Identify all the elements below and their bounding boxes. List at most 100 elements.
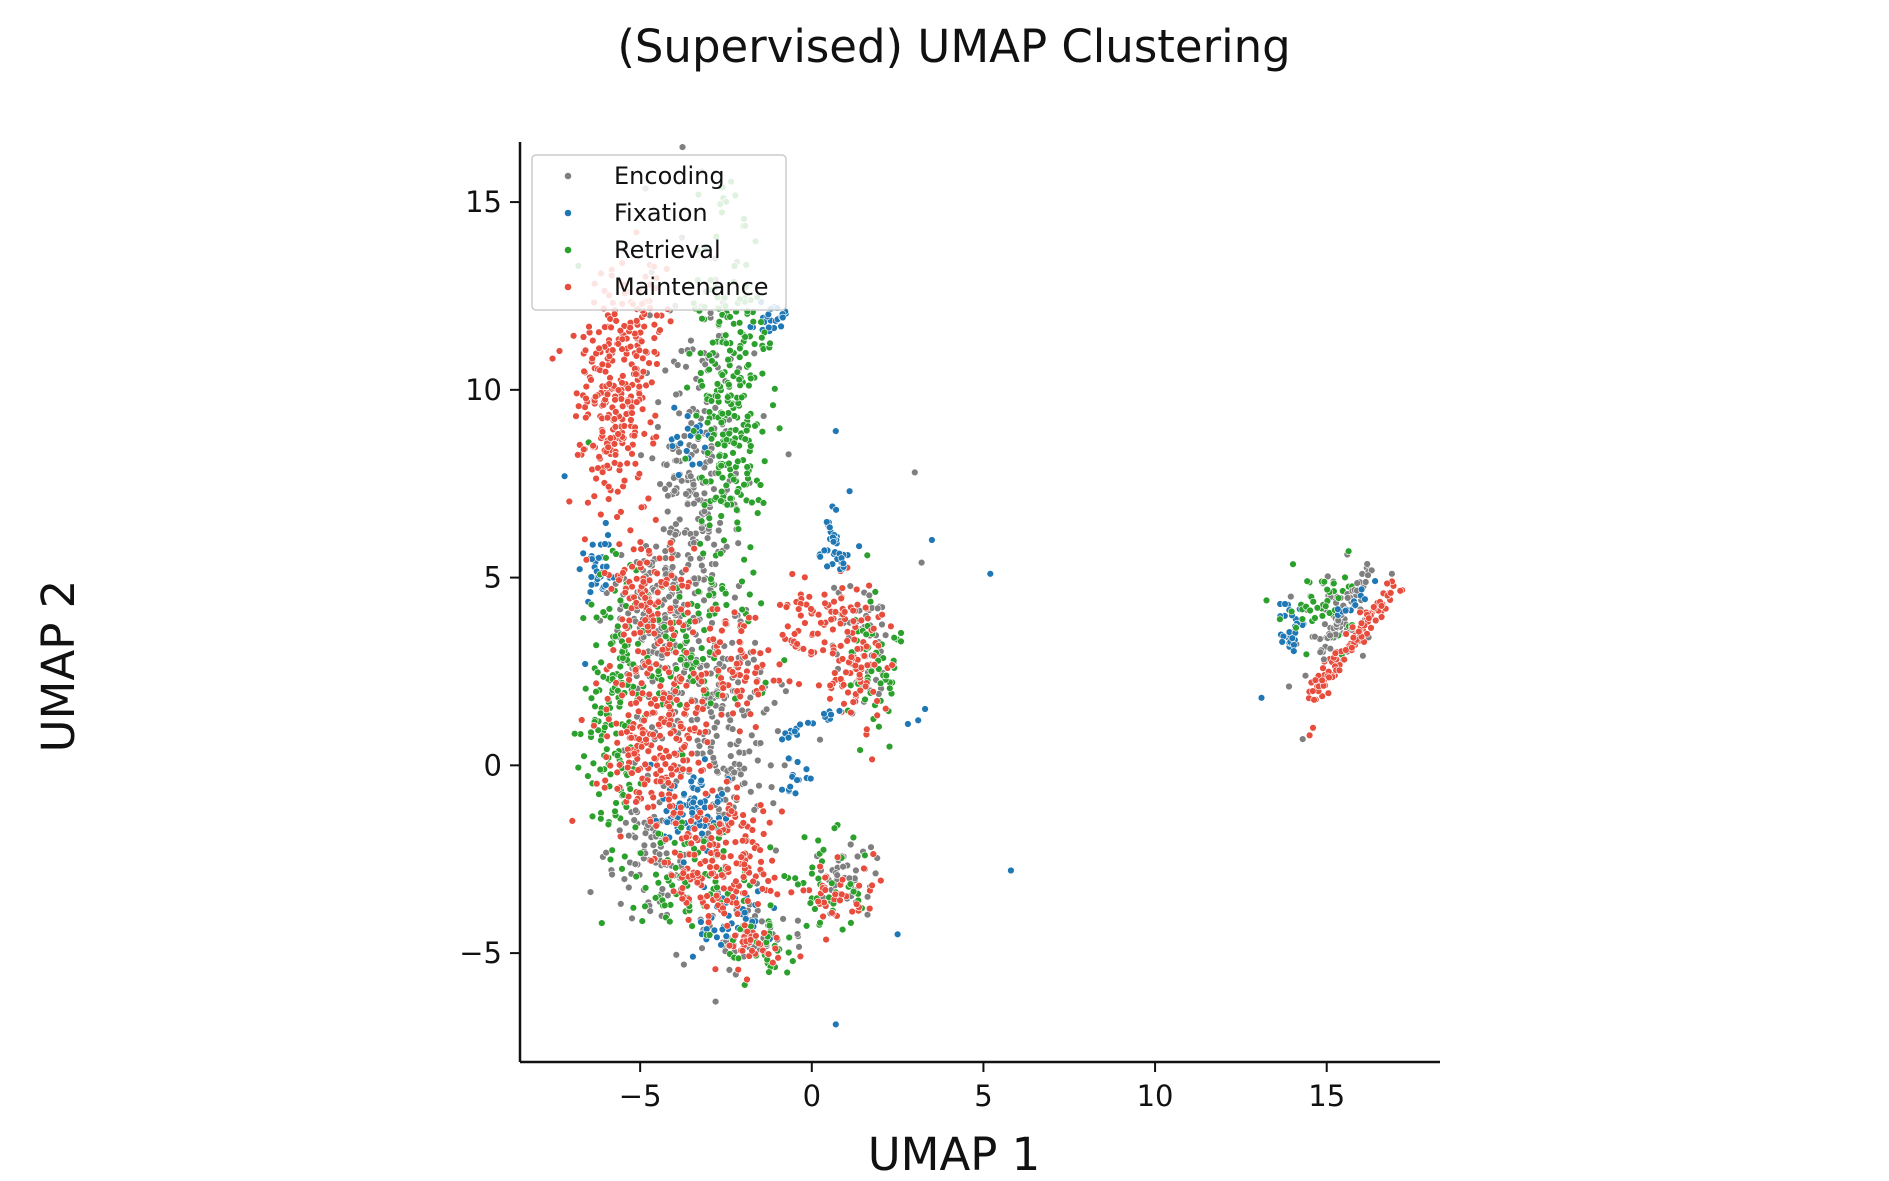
point-encoding <box>698 944 706 952</box>
point-retrieval <box>697 517 706 525</box>
point-maintenance <box>693 869 702 877</box>
point-maintenance <box>856 686 864 695</box>
point-fixation <box>682 447 691 455</box>
point-retrieval <box>589 759 598 767</box>
point-maintenance <box>842 668 850 676</box>
point-maintenance <box>632 370 640 378</box>
point-maintenance <box>861 682 870 691</box>
point-maintenance <box>628 582 636 591</box>
point-encoding <box>706 457 714 465</box>
point-encoding <box>695 742 704 750</box>
point-encoding <box>1301 671 1310 680</box>
point-retrieval <box>619 654 627 662</box>
point-maintenance <box>869 850 877 858</box>
point-retrieval <box>731 426 740 434</box>
point-maintenance <box>645 690 653 698</box>
point-fixation <box>784 754 793 763</box>
point-retrieval <box>885 742 894 751</box>
point-maintenance <box>630 432 638 440</box>
point-encoding <box>1363 560 1371 568</box>
point-maintenance <box>667 554 676 563</box>
point-maintenance <box>754 690 762 699</box>
point-maintenance <box>764 877 772 885</box>
point-encoding <box>661 547 669 555</box>
point-encoding <box>867 843 875 851</box>
point-fixation <box>791 789 800 797</box>
point-maintenance <box>855 670 864 679</box>
point-maintenance <box>600 569 609 577</box>
point-maintenance <box>711 965 720 973</box>
point-maintenance <box>701 816 710 824</box>
point-maintenance <box>667 871 676 880</box>
point-encoding <box>710 723 719 732</box>
point-retrieval <box>612 799 620 807</box>
point-maintenance <box>726 852 735 860</box>
point-maintenance <box>667 571 676 580</box>
point-maintenance <box>768 856 776 865</box>
point-encoding <box>762 705 771 713</box>
point-retrieval <box>765 968 773 976</box>
point-encoding <box>677 347 686 355</box>
point-maintenance <box>679 869 687 877</box>
point-maintenance <box>731 838 740 846</box>
point-maintenance <box>690 544 698 553</box>
point-retrieval <box>1292 624 1300 632</box>
point-fixation <box>696 798 705 807</box>
point-encoding <box>767 761 775 770</box>
point-retrieval <box>717 487 726 496</box>
point-maintenance <box>679 765 687 773</box>
point-retrieval <box>734 525 743 533</box>
point-encoding <box>746 693 754 702</box>
point-maintenance <box>829 625 837 634</box>
point-maintenance <box>675 618 683 626</box>
point-maintenance <box>836 896 844 905</box>
point-maintenance <box>613 768 621 777</box>
point-maintenance <box>665 795 673 804</box>
point-retrieval <box>714 440 722 448</box>
point-maintenance <box>1396 587 1405 595</box>
point-maintenance <box>634 707 643 716</box>
point-retrieval <box>608 846 616 854</box>
point-maintenance <box>621 588 629 597</box>
point-maintenance <box>619 569 627 577</box>
point-maintenance <box>773 890 781 898</box>
point-encoding <box>1353 579 1361 587</box>
point-maintenance <box>873 711 881 720</box>
point-encoding <box>784 450 793 458</box>
point-retrieval <box>574 763 582 772</box>
point-maintenance <box>653 569 661 578</box>
point-retrieval <box>687 653 695 662</box>
point-encoding <box>649 841 658 849</box>
point-retrieval <box>597 736 605 745</box>
point-maintenance <box>1348 623 1357 631</box>
point-retrieval <box>697 369 705 377</box>
point-maintenance <box>822 935 830 944</box>
point-maintenance <box>847 653 856 661</box>
point-retrieval <box>602 554 610 562</box>
point-maintenance <box>838 655 847 663</box>
point-encoding <box>625 831 633 840</box>
point-maintenance <box>1365 614 1373 622</box>
point-maintenance <box>788 570 796 578</box>
point-maintenance <box>631 666 640 674</box>
point-maintenance <box>587 376 595 384</box>
point-maintenance <box>1356 608 1364 616</box>
point-maintenance <box>644 494 653 503</box>
point-maintenance <box>634 647 642 655</box>
legend-marker-encoding <box>564 172 572 180</box>
point-maintenance <box>690 724 699 732</box>
point-maintenance <box>649 616 657 624</box>
point-retrieval <box>696 349 705 357</box>
point-retrieval <box>588 812 597 821</box>
point-retrieval <box>738 577 746 586</box>
point-retrieval <box>596 765 604 774</box>
point-retrieval <box>743 463 751 471</box>
point-maintenance <box>729 709 737 718</box>
point-encoding <box>816 735 824 744</box>
point-retrieval <box>570 729 579 738</box>
point-maintenance <box>730 608 739 617</box>
point-fixation <box>1257 694 1266 702</box>
point-encoding <box>726 716 734 724</box>
point-maintenance <box>579 333 588 341</box>
